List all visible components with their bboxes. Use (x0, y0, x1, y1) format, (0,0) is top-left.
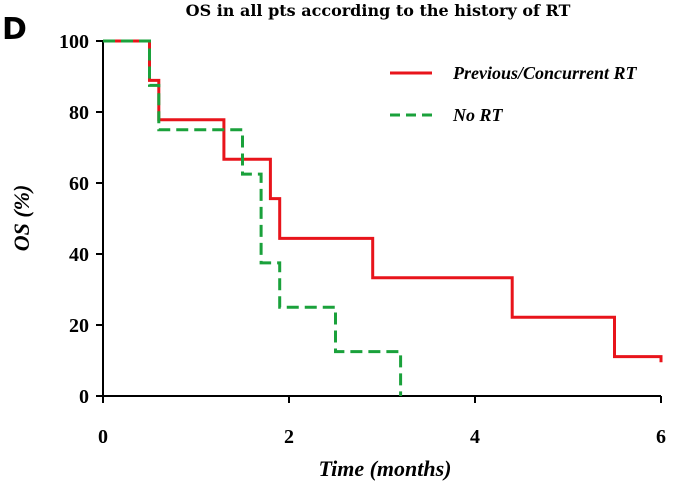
series-lines (103, 39, 663, 396)
chart-title: OS in all pts according to the history o… (186, 1, 571, 20)
x-tick-label: 4 (470, 426, 480, 448)
y-tick-label: 80 (69, 102, 89, 124)
y-tick-label: 40 (69, 244, 89, 266)
series-line-2 (103, 39, 403, 396)
y-tick-label: 100 (59, 31, 89, 53)
axes (102, 41, 661, 397)
x-tick-label: 6 (656, 426, 666, 448)
y-axis-title: OS (%) (9, 185, 34, 252)
series-line-1 (103, 39, 663, 363)
y-ticks: 0 20 40 60 80 100 (59, 31, 103, 408)
legend-label-1: Previous/Concurrent RT (452, 63, 638, 83)
x-ticks: 0 2 4 6 (98, 396, 666, 448)
x-tick-label: 0 (98, 426, 108, 448)
y-tick-label: 60 (69, 173, 89, 195)
x-axis-title: Time (months) (318, 456, 451, 481)
panel-letter: D (2, 12, 27, 47)
y-tick-label: 20 (69, 315, 89, 337)
x-tick-label: 2 (284, 426, 294, 448)
y-tick-label: 0 (79, 386, 89, 408)
legend-label-2: No RT (452, 105, 504, 125)
legend: Previous/Concurrent RT No RT (390, 63, 638, 125)
